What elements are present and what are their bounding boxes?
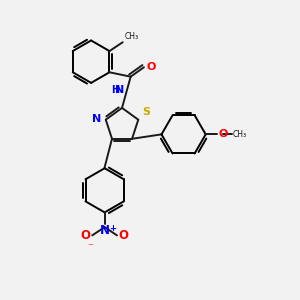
Text: O: O [80, 229, 91, 242]
Text: S: S [142, 107, 150, 117]
Text: N: N [115, 85, 124, 95]
Text: H: H [112, 85, 120, 95]
Text: CH₃: CH₃ [124, 32, 138, 41]
Text: CH₃: CH₃ [233, 130, 247, 139]
Text: N: N [100, 224, 110, 237]
Text: O: O [146, 62, 156, 72]
Text: ⁻: ⁻ [88, 242, 93, 252]
Text: +: + [109, 224, 116, 233]
Text: O: O [119, 229, 129, 242]
Text: O: O [218, 129, 227, 140]
Text: N: N [92, 114, 102, 124]
